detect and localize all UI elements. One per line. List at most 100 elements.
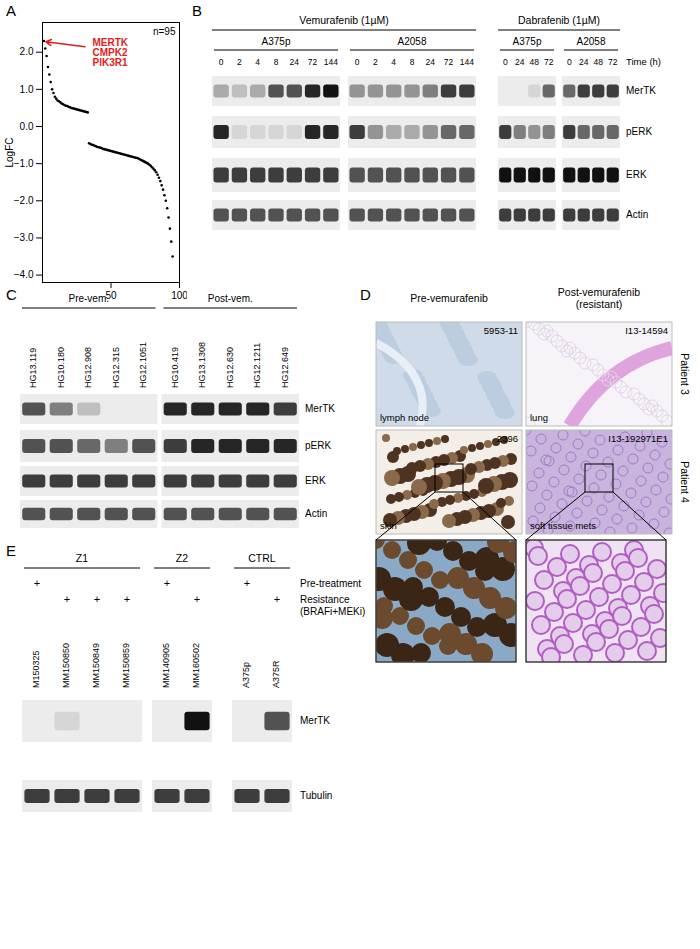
svg-text:I13-14594: I13-14594	[625, 325, 668, 336]
svg-text:A: A	[6, 2, 16, 19]
svg-text:2396: 2396	[497, 433, 518, 444]
svg-text:Dabrafenib (1µM): Dabrafenib (1µM)	[518, 14, 600, 26]
svg-text:+: +	[164, 577, 170, 589]
svg-text:Actin: Actin	[626, 209, 648, 220]
svg-text:HG12.908: HG12.908	[83, 347, 93, 388]
svg-text:2: 2	[237, 57, 242, 67]
svg-text:n=95: n=95	[153, 26, 176, 37]
svg-text:24: 24	[290, 57, 300, 67]
svg-text:0.0: 0.0	[20, 121, 34, 132]
svg-text:lymph node: lymph node	[380, 412, 429, 423]
svg-text:Pre-vem.: Pre-vem.	[68, 293, 109, 304]
svg-text:+: +	[194, 593, 200, 605]
svg-text:−4.0: −4.0	[14, 269, 34, 280]
svg-text:Z2: Z2	[176, 552, 188, 564]
svg-text:Z1: Z1	[76, 552, 88, 564]
svg-text:(resistant): (resistant)	[576, 298, 623, 310]
svg-text:0: 0	[355, 57, 360, 67]
svg-text:MM150859: MM150859	[121, 643, 131, 688]
svg-text:lung: lung	[530, 412, 548, 423]
svg-text:MerTK: MerTK	[626, 85, 656, 96]
svg-text:MerTK: MerTK	[300, 715, 330, 726]
svg-text:144: 144	[324, 57, 338, 67]
svg-text:Pre-treatment: Pre-treatment	[300, 578, 361, 589]
svg-text:HG12.1211: HG12.1211	[252, 343, 262, 388]
svg-text:24: 24	[579, 57, 589, 67]
svg-text:+: +	[244, 577, 250, 589]
svg-text:A375p: A375p	[241, 662, 251, 688]
svg-text:72: 72	[608, 57, 618, 67]
svg-text:soft tissue mets: soft tissue mets	[530, 520, 596, 531]
svg-text:pERK: pERK	[626, 126, 652, 137]
svg-text:Vemurafenib (1µM): Vemurafenib (1µM)	[299, 14, 389, 26]
svg-text:HG12.315: HG12.315	[111, 347, 121, 388]
svg-text:−1.0: −1.0	[14, 158, 34, 169]
svg-text:0: 0	[219, 57, 224, 67]
svg-text:HG12.649: HG12.649	[280, 347, 290, 388]
svg-text:CTRL: CTRL	[248, 552, 276, 564]
svg-text:MM150849: MM150849	[91, 643, 101, 688]
svg-text:I13-192971E1: I13-192971E1	[608, 433, 668, 444]
svg-text:MerTK: MerTK	[305, 403, 335, 414]
svg-text:A375p: A375p	[262, 36, 291, 47]
svg-text:ERK: ERK	[626, 169, 647, 180]
svg-text:144: 144	[460, 57, 474, 67]
svg-text:72: 72	[544, 57, 554, 67]
svg-text:C: C	[6, 286, 17, 303]
svg-text:100: 100	[171, 290, 187, 301]
svg-text:−3.0: −3.0	[14, 232, 34, 243]
svg-text:(BRAFi+MEKi): (BRAFi+MEKi)	[300, 606, 365, 617]
svg-text:D: D	[360, 286, 371, 303]
svg-text:Tubulin: Tubulin	[300, 790, 332, 801]
svg-text:Patient 4: Patient 4	[679, 461, 691, 503]
svg-text:+: +	[64, 593, 70, 605]
svg-text:4: 4	[391, 57, 396, 67]
svg-text:ERK: ERK	[305, 475, 326, 486]
svg-text:Patient 3: Patient 3	[679, 353, 691, 395]
svg-text:Resistance: Resistance	[300, 594, 350, 605]
svg-text:24: 24	[426, 57, 436, 67]
svg-text:4: 4	[255, 57, 260, 67]
svg-text:72: 72	[308, 57, 318, 67]
svg-text:5953-11: 5953-11	[484, 325, 518, 336]
svg-text:A375R: A375R	[271, 660, 281, 688]
svg-text:1.0: 1.0	[20, 84, 34, 95]
svg-text:0: 0	[567, 57, 572, 67]
svg-text:24: 24	[515, 57, 525, 67]
svg-text:8: 8	[410, 57, 415, 67]
svg-text:+: +	[274, 593, 280, 605]
svg-text:HG13.1308: HG13.1308	[197, 342, 207, 388]
svg-text:Actin: Actin	[305, 508, 327, 519]
svg-text:+: +	[34, 577, 40, 589]
svg-text:MERTKCMPK2PIK3R1: MERTKCMPK2PIK3R1	[93, 37, 129, 68]
svg-text:HG10.419: HG10.419	[170, 347, 180, 388]
svg-text:−2.0: −2.0	[14, 195, 34, 206]
svg-text:E: E	[6, 542, 16, 559]
svg-text:HG12.1051: HG12.1051	[138, 342, 148, 388]
svg-text:HG10.180: HG10.180	[56, 347, 66, 388]
svg-text:HG13.119: HG13.119	[28, 348, 38, 388]
svg-text:A2058: A2058	[577, 36, 606, 47]
svg-text:A375p: A375p	[513, 36, 542, 47]
svg-text:2: 2	[373, 57, 378, 67]
svg-text:B: B	[192, 2, 202, 19]
svg-text:0: 0	[503, 57, 508, 67]
svg-text:+: +	[94, 593, 100, 605]
svg-text:MM160502: MM160502	[191, 643, 201, 688]
svg-text:MM150850: MM150850	[61, 643, 71, 688]
svg-text:Post-vem.: Post-vem.	[208, 293, 253, 304]
svg-text:8: 8	[274, 57, 279, 67]
svg-text:48: 48	[594, 57, 604, 67]
svg-text:LogFC: LogFC	[4, 137, 15, 167]
svg-text:Pre-vemurafenib: Pre-vemurafenib	[410, 292, 488, 304]
svg-text:MM140905: MM140905	[161, 643, 171, 688]
svg-text:pERK: pERK	[305, 440, 331, 451]
svg-text:2.0: 2.0	[20, 46, 34, 57]
svg-text:48: 48	[530, 57, 540, 67]
svg-text:Post-vemurafenib: Post-vemurafenib	[558, 286, 640, 298]
svg-text:+: +	[124, 593, 130, 605]
svg-text:M150325: M150325	[31, 650, 41, 688]
svg-text:72: 72	[444, 57, 454, 67]
svg-text:A2058: A2058	[398, 36, 427, 47]
svg-text:HG12.630: HG12.630	[225, 347, 235, 388]
